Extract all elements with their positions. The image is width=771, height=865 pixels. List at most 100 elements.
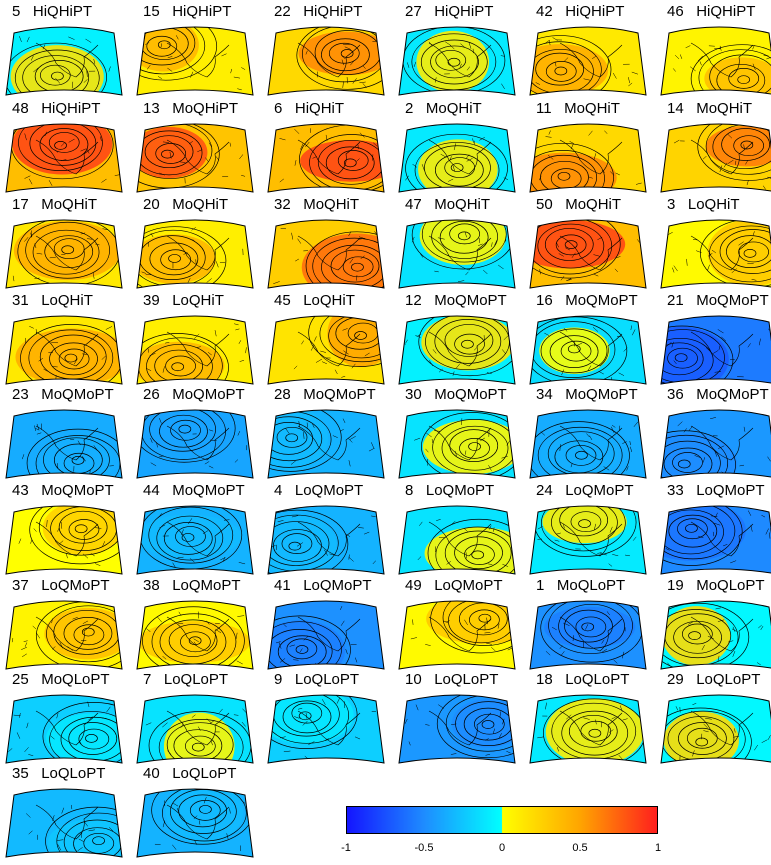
composite-map [399, 216, 515, 288]
panel-label: 37 LoQMoPT [12, 577, 110, 595]
panel-label: 15 HiQHiPT [143, 3, 231, 21]
composite-map [6, 23, 122, 95]
panel-class-label: HiQHiPT [565, 3, 624, 20]
anomaly-center [664, 712, 739, 769]
map-panel: 47 MoQHiT [395, 196, 519, 296]
map-panel: 31 LoQHiT [2, 292, 126, 392]
panel-number: 12 [405, 292, 422, 309]
composite-map [268, 502, 384, 574]
panel-class-label: LoQHiT [172, 292, 224, 309]
map-panel: 11 MoQHiT [526, 100, 650, 200]
colorbar-tick-label: -0.5 [415, 842, 434, 854]
map-panel: 19 MoQLoPT [657, 577, 771, 677]
panel-class-label: MoQLoPT [696, 577, 764, 594]
map-panel: 43 MoQMoPT [2, 482, 126, 582]
panel-class-label: MoQHiT [434, 196, 490, 213]
panel-label: 3 LoQHiT [667, 196, 740, 214]
map-panel: 29 LoQLoPT [657, 671, 771, 771]
panel-label: 7 LoQLoPT [143, 671, 228, 689]
composite-map [268, 406, 384, 478]
panel-number: 26 [143, 386, 160, 403]
panel-label: 49 LoQMoPT [405, 577, 503, 595]
panel-class-label: MoQHiT [565, 196, 621, 213]
composite-map [6, 502, 122, 574]
panel-class-label: MoQHiT [172, 196, 228, 213]
panel-label: 4 LoQMoPT [274, 482, 363, 500]
panel-number: 36 [667, 386, 684, 403]
composite-map [6, 216, 122, 288]
panel-label: 12 MoQMoPT [405, 292, 507, 310]
composite-map [399, 406, 515, 478]
panel-class-label: LoQMoPT [426, 482, 494, 499]
panel-class-label: MoQHiT [41, 196, 97, 213]
composite-map [530, 120, 646, 192]
panel-label: 10 LoQLoPT [405, 671, 498, 689]
composite-map [530, 502, 646, 574]
map-panel: 25 MoQLoPT [2, 671, 126, 771]
panel-number: 31 [12, 292, 29, 309]
panel-number: 35 [12, 765, 29, 782]
map-panel: 36 MoQMoPT [657, 386, 771, 486]
panel-number: 14 [667, 100, 684, 117]
map-panel: 45 LoQHiT [264, 292, 388, 392]
panel-label: 33 LoQMoPT [667, 482, 765, 500]
panel-class-label: LoQLoPT [565, 671, 629, 688]
panel-label: 14 MoQHiT [667, 100, 752, 118]
panel-class-label: MoQHiT [426, 100, 482, 117]
panel-number: 16 [536, 292, 553, 309]
panel-number: 49 [405, 577, 422, 594]
map-panel: 12 MoQMoPT [395, 292, 519, 392]
composite-map [399, 23, 515, 95]
map-panel: 13 MoQHiPT [133, 100, 257, 200]
composite-map [661, 406, 771, 478]
map-panel: 32 MoQHiT [264, 196, 388, 296]
colorbar-tick-label: 0 [499, 842, 505, 854]
map-panel: 2 MoQHiT [395, 100, 519, 200]
panel-label: 48 HiQHiPT [12, 100, 100, 118]
anomaly-center [418, 139, 498, 199]
composite-map [268, 23, 384, 95]
map-panel: 21 MoQMoPT [657, 292, 771, 392]
map-panel: 35 LoQLoPT [2, 765, 126, 865]
panel-label: 11 MoQHiT [536, 100, 620, 118]
panel-label: 19 MoQLoPT [667, 577, 765, 595]
panel-number: 10 [405, 671, 422, 688]
panel-number: 13 [143, 100, 160, 117]
panel-class-label: MoQMoPT [434, 386, 507, 403]
panel-number: 19 [667, 577, 684, 594]
panel-number: 18 [536, 671, 553, 688]
composite-map [137, 216, 253, 288]
panel-class-label: LoQLoPT [295, 671, 359, 688]
panel-class-label: MoQLoPT [557, 577, 625, 594]
panel-label: 6 HiQHiT [274, 100, 344, 118]
anomaly-center [41, 434, 114, 489]
panel-class-label: MoQHiPT [172, 100, 238, 117]
anomaly-center [255, 514, 337, 576]
anomaly-center [132, 234, 216, 283]
composite-map [399, 691, 515, 763]
composite-map [530, 691, 646, 763]
panel-label: 46 HiQHiPT [667, 3, 755, 21]
map-panel: 7 LoQLoPT [133, 671, 257, 771]
panel-number: 41 [274, 577, 291, 594]
composite-map [137, 406, 253, 478]
composite-map [399, 312, 515, 384]
composite-map [530, 597, 646, 669]
composite-map [137, 502, 253, 574]
map-panel: 6 HiQHiT [264, 100, 388, 200]
composite-map [661, 216, 771, 288]
panel-number: 44 [143, 482, 160, 499]
panel-class-label: MoQMoPT [172, 386, 245, 403]
map-panel: 1 MoQLoPT [526, 577, 650, 677]
panel-number: 20 [143, 196, 160, 213]
map-panel: 15 HiQHiPT [133, 3, 257, 103]
panel-number: 38 [143, 577, 160, 594]
panel-label: 18 LoQLoPT [536, 671, 629, 689]
panel-class-label: LoQMoPT [41, 577, 109, 594]
panel-number: 23 [12, 386, 29, 403]
panel-label: 42 HiQHiPT [536, 3, 624, 21]
colorbar-gradient [347, 807, 658, 834]
map-panel: 33 LoQMoPT [657, 482, 771, 582]
panel-class-label: MoQMoPT [696, 292, 769, 309]
